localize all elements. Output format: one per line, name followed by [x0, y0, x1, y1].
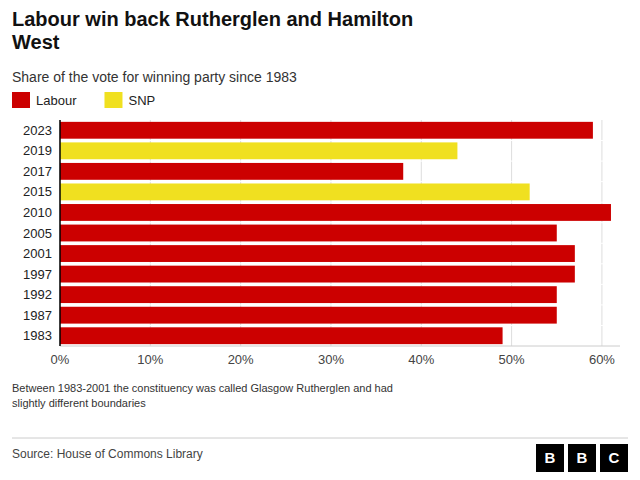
legend-swatch — [104, 92, 122, 108]
y-tick-label: 2015 — [23, 184, 52, 199]
x-tick-label: 30% — [318, 352, 344, 367]
logo-block — [536, 444, 564, 472]
separator — [60, 325, 620, 326]
bar — [60, 163, 403, 180]
subtitle-line: Share of the vote for winning party sinc… — [12, 69, 297, 85]
x-tick-label: 40% — [408, 352, 434, 367]
y-tick-label: 1983 — [23, 328, 52, 343]
chart: Labour win back Rutherglen and HamiltonW… — [0, 0, 640, 480]
logo-block — [568, 444, 596, 472]
title-line: Labour win back Rutherglen and Hamilton — [12, 8, 413, 30]
bar — [60, 142, 457, 159]
bar — [60, 225, 557, 242]
footnote: Between 1983-2001 the constituency was c… — [12, 382, 393, 409]
bar — [60, 327, 503, 344]
footnote-line: Between 1983-2001 the constituency was c… — [12, 382, 393, 394]
y-tick-label: 2023 — [23, 123, 52, 138]
bar — [60, 122, 593, 139]
bar — [60, 204, 611, 221]
title-line: West — [12, 31, 60, 53]
legend-item: Labour — [12, 92, 77, 108]
y-tick-label: 2017 — [23, 164, 52, 179]
legend-label: SNP — [128, 93, 155, 108]
x-tick-label: 10% — [137, 352, 163, 367]
footer-rule — [12, 438, 628, 439]
footnote-line: slightly different boundaries — [12, 397, 146, 409]
logo-block — [600, 444, 628, 472]
y-tick-label: 1992 — [23, 287, 52, 302]
separator — [60, 284, 620, 285]
grid-line — [60, 120, 61, 346]
y-tick-label: 2005 — [23, 226, 52, 241]
bars — [60, 122, 611, 344]
source: Source: House of Commons Library — [12, 447, 203, 461]
bar — [60, 266, 575, 283]
legend-item: SNP — [104, 92, 155, 108]
separator — [60, 263, 620, 264]
separator — [60, 161, 620, 162]
bar — [60, 286, 557, 303]
y-tick-label: 2010 — [23, 205, 52, 220]
background — [0, 0, 640, 480]
x-tick-label: 60% — [589, 352, 615, 367]
x-tick-label: 50% — [499, 352, 525, 367]
x-tick-label: 20% — [228, 352, 254, 367]
x-axis-line — [60, 346, 620, 347]
bar — [60, 183, 530, 200]
logo-letter: C — [609, 449, 620, 466]
zero-line — [59, 120, 61, 346]
separator — [60, 222, 620, 223]
title: Labour win back Rutherglen and HamiltonW… — [12, 8, 413, 53]
legend-swatch — [12, 92, 30, 108]
x-tick-label: 0% — [51, 352, 70, 367]
separator — [60, 243, 620, 244]
y-tick-label: 2019 — [23, 143, 52, 158]
bar — [60, 307, 557, 324]
logo-letter: B — [545, 449, 556, 466]
separator — [60, 304, 620, 305]
logo: BBC — [536, 444, 628, 472]
grid — [60, 120, 602, 346]
logo-letter: B — [577, 449, 588, 466]
y-tick-label: 1987 — [23, 308, 52, 323]
separator — [60, 202, 620, 203]
bar — [60, 245, 575, 262]
y-tick-label: 1997 — [23, 267, 52, 282]
legend-label: Labour — [36, 93, 77, 108]
separator — [60, 140, 620, 141]
separator — [60, 181, 620, 182]
grid-line — [601, 120, 602, 346]
subtitle: Share of the vote for winning party sinc… — [12, 69, 297, 85]
y-tick-label: 2001 — [23, 246, 52, 261]
